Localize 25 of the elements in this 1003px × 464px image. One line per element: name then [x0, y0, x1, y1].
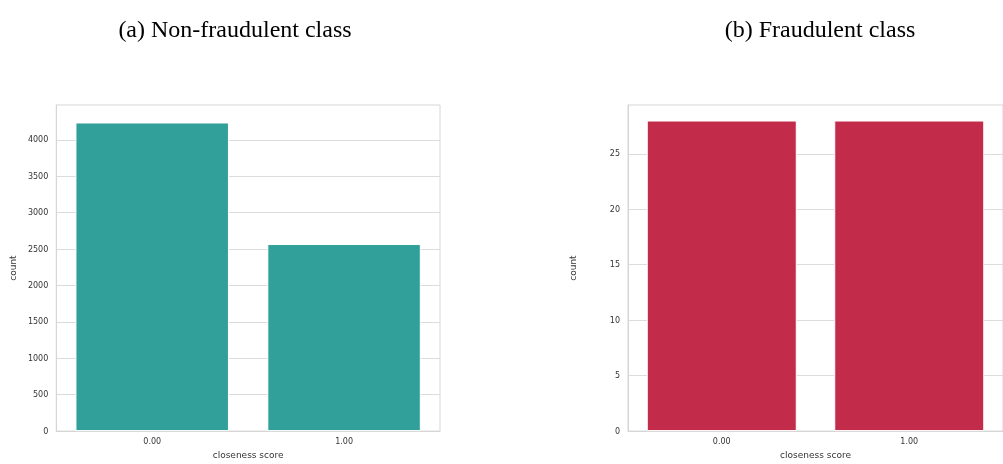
y-tick-label: 15 [609, 260, 620, 270]
y-tick-label: 5 [614, 371, 620, 381]
y-tick-label: 4000 [27, 135, 49, 145]
y-axis-title: count [567, 254, 578, 281]
x-axis-title: closeness score [780, 449, 852, 460]
y-tick-label: 500 [32, 390, 49, 400]
y-tick-label: 10 [609, 315, 620, 325]
chart-title: (b) Fraudulent class [724, 16, 916, 42]
y-tick-label: 0 [614, 426, 620, 436]
y-tick-label: 20 [609, 204, 620, 214]
x-tick-label: 0.00 [712, 436, 731, 446]
y-tick-label: 25 [609, 149, 620, 159]
y-tick-label: 0 [43, 426, 49, 436]
chart-title: (a) Non-fraudulent class [118, 16, 352, 42]
x-axis-title: closeness score [212, 449, 285, 460]
y-tick-label: 3000 [27, 208, 49, 218]
y-tick-label: 1500 [27, 317, 49, 327]
x-tick-label: 0.00 [143, 436, 162, 446]
y-tick-label: 2000 [27, 281, 49, 291]
x-tick-label: 1.00 [900, 436, 919, 446]
x-tick-label: 1.00 [335, 436, 353, 446]
y-axis-title: count [7, 254, 18, 281]
y-tick-label: 2500 [27, 244, 49, 254]
y-tick-label: 1000 [27, 353, 49, 363]
y-tick-label: 3500 [27, 171, 49, 181]
